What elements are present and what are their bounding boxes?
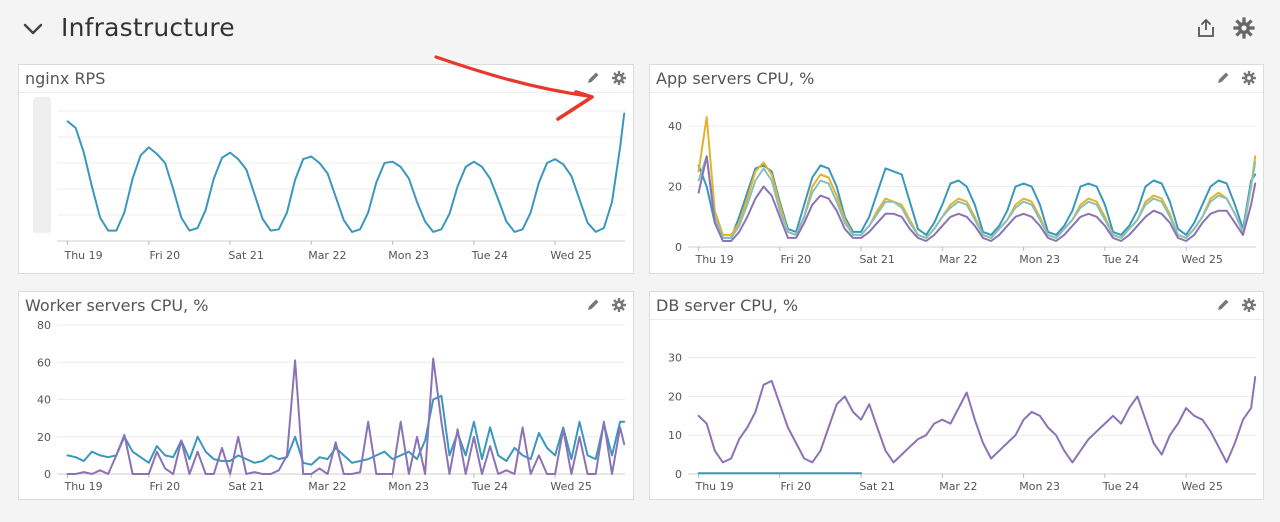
- panel-app-servers-cpu: App servers CPU, % 0 20 40 Thu 19 Fri 20 Sat …: [649, 64, 1264, 274]
- hidden-y-axis: [33, 97, 51, 233]
- x-tick-label: Thu 19: [694, 253, 733, 266]
- y-tick-label: 40: [37, 394, 51, 407]
- dashboard-title: Infrastructure: [61, 13, 235, 42]
- x-tick-label: Wed 25: [550, 249, 591, 262]
- gear-icon[interactable]: [611, 297, 627, 313]
- y-tick-label: 60: [37, 356, 51, 369]
- x-tick-label: Tue 24: [471, 249, 508, 262]
- x-tick-label: Mon 23: [388, 480, 429, 493]
- series-line-0: [697, 376, 1257, 464]
- chart-app-servers-cpu: 0 20 40 Thu 19 Fri 20 Sat 21 Mar 22 Mon 23 Tue 2…: [668, 116, 1257, 266]
- gear-icon[interactable]: [611, 70, 627, 86]
- x-tick-label: Mar 22: [308, 480, 346, 493]
- x-tick-label: Fri 20: [150, 480, 181, 493]
- series-line-0: [66, 394, 626, 466]
- gear-icon[interactable]: [1233, 17, 1255, 39]
- x-tick-label: Sat 21: [859, 253, 895, 266]
- y-tick-label: 20: [668, 390, 682, 403]
- series-line-3: [697, 155, 1257, 242]
- y-tick-label: 40: [668, 120, 682, 133]
- y-tick-label: 0: [675, 468, 682, 481]
- pencil-icon[interactable]: [585, 70, 601, 86]
- series-line-0: [66, 112, 626, 233]
- panel-db-server-cpu: DB server CPU, % 0 10 20 30 Thu 19 Fri 20 Sat …: [649, 291, 1264, 500]
- x-tick-label: Fri 20: [781, 480, 812, 493]
- series-line-1: [66, 357, 626, 475]
- x-tick-label: Mar 22: [939, 253, 977, 266]
- x-tick-label: Thu 19: [63, 249, 102, 262]
- x-tick-label: Mon 23: [1019, 253, 1060, 266]
- x-tick-label: Mar 22: [939, 480, 977, 493]
- x-tick-label: Wed 25: [1181, 480, 1222, 493]
- x-tick-label: Thu 19: [694, 480, 733, 493]
- x-tick-label: Tue 24: [1102, 480, 1139, 493]
- pencil-icon[interactable]: [585, 297, 601, 313]
- x-tick-label: Wed 25: [1181, 253, 1222, 266]
- chart-nginx-rps: Thu 19 Fri 20 Sat 21 Mar 22 Mon 23 Tue 24 Wed …: [33, 97, 626, 262]
- pencil-icon[interactable]: [1215, 70, 1231, 86]
- pencil-icon[interactable]: [1215, 297, 1231, 313]
- panel-title: DB server CPU, %: [656, 296, 799, 315]
- chart-db-server-cpu: 0 10 20 30 Thu 19 Fri 20 Sat 21 Mar 22 Mon 23 Tue…: [668, 352, 1257, 493]
- y-tick-label: 0: [675, 241, 682, 254]
- x-tick-label: Fri 20: [781, 253, 812, 266]
- panel-worker-servers-cpu: Worker servers CPU, % 0 20 40 60 80 Thu 19 Fri…: [18, 291, 634, 500]
- y-tick-label: 0: [44, 468, 51, 481]
- x-tick-label: Sat 21: [228, 480, 264, 493]
- gear-icon[interactable]: [1241, 297, 1257, 313]
- x-tick-label: Fri 20: [150, 249, 181, 262]
- share-icon[interactable]: [1195, 17, 1217, 39]
- y-tick-label: 20: [37, 431, 51, 444]
- x-tick-label: Mar 22: [308, 249, 346, 262]
- chevron-down-icon[interactable]: [22, 18, 44, 40]
- x-tick-label: Wed 25: [550, 480, 591, 493]
- y-tick-label: 10: [668, 429, 682, 442]
- series-line-0: [697, 164, 1257, 239]
- x-tick-label: Sat 21: [228, 249, 264, 262]
- y-tick-label: 20: [668, 181, 682, 194]
- gear-icon[interactable]: [1241, 70, 1257, 86]
- x-tick-label: Tue 24: [471, 480, 508, 493]
- x-tick-label: Tue 24: [1102, 253, 1139, 266]
- panel-title: App servers CPU, %: [656, 69, 815, 88]
- x-tick-label: Sat 21: [859, 480, 895, 493]
- y-tick-label: 80: [37, 320, 51, 332]
- panel-title: nginx RPS: [25, 69, 106, 88]
- x-tick-label: Mon 23: [388, 249, 429, 262]
- y-tick-label: 30: [668, 352, 682, 365]
- panel-nginx-rps: nginx RPS Thu 19 Fri 20 Sat 21 Mar 22 Mon 23…: [18, 64, 634, 274]
- dashboard-header: Infrastructure: [0, 0, 1280, 60]
- chart-worker-servers-cpu: 0 20 40 60 80 Thu 19 Fri 20 Sat 21 Mar 22 Mon 23 T…: [37, 320, 626, 493]
- panel-title: Worker servers CPU, %: [25, 296, 209, 315]
- x-tick-label: Mon 23: [1019, 480, 1060, 493]
- series-line-2: [697, 155, 1257, 239]
- x-tick-label: Thu 19: [63, 480, 102, 493]
